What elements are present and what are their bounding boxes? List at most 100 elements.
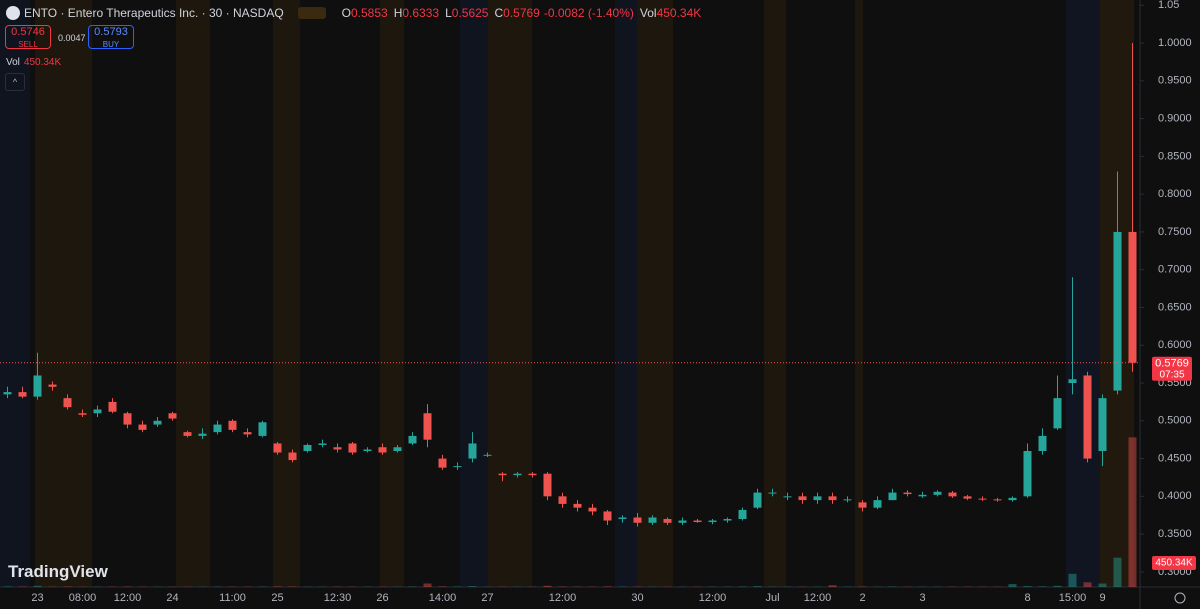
high-value: 0.6333 bbox=[402, 6, 440, 20]
last-volume-label: 450.34K bbox=[1155, 558, 1193, 569]
candle-body bbox=[798, 496, 807, 501]
candle-body bbox=[1023, 451, 1032, 497]
x-tick-label: 25 bbox=[271, 592, 283, 604]
close-value: 0.5769 bbox=[503, 6, 540, 20]
candle-body bbox=[93, 409, 102, 414]
y-tick-label: 0.7500 bbox=[1158, 226, 1192, 238]
candle-body bbox=[123, 413, 132, 425]
candle-body bbox=[933, 491, 942, 495]
x-tick-label: 12:00 bbox=[699, 592, 727, 604]
candle-body bbox=[528, 473, 537, 476]
volume-bar bbox=[468, 586, 477, 587]
candle-body bbox=[3, 392, 12, 395]
x-tick-label: 26 bbox=[376, 592, 388, 604]
y-tick-label: 0.4000 bbox=[1158, 490, 1192, 502]
low-label: L bbox=[445, 6, 452, 20]
session-bands bbox=[0, 0, 1134, 587]
volume-bar bbox=[1068, 573, 1077, 587]
candle-body bbox=[318, 443, 327, 445]
candle-body bbox=[513, 473, 522, 476]
session-band bbox=[637, 0, 673, 587]
y-tick-label: 0.4500 bbox=[1158, 452, 1192, 464]
candle-body bbox=[1098, 398, 1107, 452]
candle-body bbox=[888, 492, 897, 501]
buy-label: BUY bbox=[102, 40, 120, 49]
collapse-button[interactable]: ^ bbox=[5, 73, 25, 91]
session-band bbox=[176, 0, 210, 587]
candle-body bbox=[768, 492, 777, 494]
candle-body bbox=[1038, 435, 1047, 452]
x-tick-label: 08:00 bbox=[69, 592, 97, 604]
sell-button[interactable]: 0.5746 SELL bbox=[5, 25, 51, 49]
x-tick-label: 11:00 bbox=[219, 592, 246, 604]
session-band bbox=[764, 0, 786, 587]
low-value: 0.5625 bbox=[451, 6, 489, 20]
y-tick-label: 1.0000 bbox=[1158, 37, 1192, 49]
volume-bar bbox=[33, 585, 42, 587]
candle-body bbox=[843, 499, 852, 501]
close-label: C bbox=[494, 6, 504, 20]
settings-icon[interactable] bbox=[1174, 592, 1186, 604]
candle-body bbox=[48, 384, 57, 387]
x-tick-label: 23 bbox=[31, 592, 43, 604]
volume-bar bbox=[438, 586, 447, 587]
x-tick-label: 12:00 bbox=[804, 592, 832, 604]
x-tick-label: 27 bbox=[481, 592, 493, 604]
candle-body bbox=[963, 496, 972, 499]
y-tick-label: 0.8000 bbox=[1158, 188, 1192, 200]
y-tick-label: 0.9500 bbox=[1158, 75, 1192, 87]
candle-body bbox=[108, 401, 117, 412]
vol-label: Vol bbox=[639, 6, 657, 20]
session-band bbox=[0, 0, 30, 587]
y-tick-label: 0.9000 bbox=[1158, 113, 1192, 125]
candle-body bbox=[183, 432, 192, 436]
candle-body bbox=[18, 392, 27, 397]
candle-body bbox=[453, 466, 462, 468]
candle-body bbox=[363, 449, 372, 452]
candle-body bbox=[753, 492, 762, 508]
volume-bar bbox=[1023, 586, 1032, 587]
candle-body bbox=[303, 444, 312, 452]
buy-button[interactable]: 0.5793 BUY bbox=[88, 25, 134, 49]
session-band bbox=[273, 0, 300, 587]
candle-body bbox=[873, 500, 882, 508]
session-band bbox=[488, 0, 532, 587]
x-tick-label: 15:00 bbox=[1059, 592, 1087, 604]
candle-body bbox=[813, 496, 822, 501]
session-band bbox=[855, 0, 863, 587]
candle-body bbox=[678, 520, 687, 523]
candle-body bbox=[1008, 497, 1017, 501]
candle-body bbox=[948, 492, 957, 497]
legend-header: ENTO · Entero Therapeutics Inc. · 30 · N… bbox=[6, 4, 705, 22]
spread: 0.0047 bbox=[58, 33, 86, 43]
volume-legend: Vol 450.34K bbox=[6, 57, 61, 68]
x-tick-label: 12:30 bbox=[324, 592, 352, 604]
session-band bbox=[615, 0, 637, 587]
candle-body bbox=[558, 496, 567, 504]
volume-bar bbox=[1053, 585, 1062, 587]
volume-bar bbox=[603, 586, 612, 587]
candle-body bbox=[393, 447, 402, 452]
volume-bar bbox=[543, 585, 552, 587]
candle-body bbox=[138, 424, 147, 430]
candle-body bbox=[498, 473, 507, 476]
candle-body bbox=[543, 473, 552, 497]
candle-body bbox=[738, 509, 747, 520]
y-tick-label: 0.7000 bbox=[1158, 264, 1192, 276]
candle-body bbox=[618, 517, 627, 520]
candle-body bbox=[348, 443, 357, 453]
volume-legend-label: Vol bbox=[6, 57, 20, 68]
candle-body bbox=[573, 503, 582, 508]
session-band bbox=[1066, 0, 1100, 587]
candle-body bbox=[663, 519, 672, 523]
countdown-label: 07:35 bbox=[1159, 369, 1184, 380]
x-tick-label: 12:00 bbox=[114, 592, 142, 604]
candle-body bbox=[438, 458, 447, 468]
volume-bar bbox=[828, 585, 837, 587]
candle-body bbox=[723, 519, 732, 521]
candle-body bbox=[153, 420, 162, 425]
x-tick-label: Jul bbox=[765, 592, 779, 604]
candle-body bbox=[1053, 398, 1062, 429]
